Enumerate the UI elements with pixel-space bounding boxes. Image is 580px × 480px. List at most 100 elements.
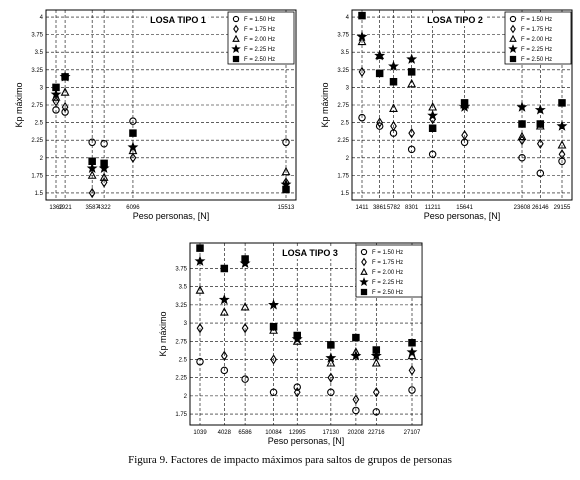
data-point	[408, 365, 416, 376]
data-point	[52, 106, 60, 114]
legend-entry: F = 1.75 Hz	[521, 27, 552, 33]
y-tick-label: 3.5	[341, 50, 350, 56]
data-point	[372, 387, 380, 398]
data-point	[100, 159, 108, 168]
data-point	[327, 388, 335, 396]
plot-frame	[351, 9, 573, 201]
legend-entry: F = 1.50 Hz	[521, 17, 552, 23]
data-point	[371, 358, 381, 367]
x-tick-label: 15513	[278, 205, 295, 211]
y-tick-label: 2.75	[31, 103, 43, 109]
data-point	[241, 255, 249, 263]
data-point	[60, 87, 70, 96]
data-point	[516, 101, 528, 112]
x-tick-label: 1411	[356, 205, 370, 211]
data-point	[376, 117, 384, 128]
data-point	[518, 135, 526, 146]
data-point	[358, 113, 366, 122]
data-point	[218, 294, 230, 305]
plot-frame	[45, 9, 297, 201]
data-point	[408, 338, 416, 347]
data-point	[240, 302, 250, 311]
legend-marker	[232, 34, 240, 42]
y-tick-label: 2.75	[337, 103, 349, 109]
data-point	[61, 73, 69, 81]
series-3	[195, 285, 417, 367]
x-tick-label: 5782	[387, 205, 401, 211]
data-point	[196, 357, 204, 366]
y-tick-label: 2.25	[175, 376, 187, 382]
data-point	[534, 104, 546, 115]
x-tick-label: 26146	[532, 205, 549, 211]
data-point	[196, 244, 204, 252]
x-tick-label: 4322	[97, 205, 111, 211]
data-point	[352, 406, 360, 415]
data-point	[326, 358, 336, 367]
data-point	[408, 127, 416, 139]
x-tick-label: 23608	[514, 205, 531, 211]
x-tick-label: 15641	[456, 205, 473, 211]
x-tick-label: 29155	[554, 205, 571, 211]
y-tick-label: 3.75	[175, 266, 187, 272]
y-tick-label: 2	[346, 156, 350, 162]
data-point	[407, 145, 416, 154]
legend-marker	[509, 34, 517, 42]
series-2	[358, 66, 566, 160]
legend-entry: F = 1.50 Hz	[244, 17, 275, 23]
data-point	[87, 170, 97, 179]
chart-title: LOSA TIPO 3	[282, 248, 338, 258]
legend-marker	[232, 15, 240, 23]
x-tick-label: 27107	[404, 430, 421, 436]
data-point	[358, 11, 366, 20]
data-point	[129, 152, 137, 163]
x-tick-label: 4028	[218, 430, 232, 436]
data-point	[390, 120, 397, 132]
legend-entry: F = 2.50 Hz	[521, 57, 552, 63]
data-point	[269, 388, 278, 396]
y-axis-label: Kp máximo	[320, 82, 330, 127]
series-5	[358, 11, 566, 132]
y-tick-label: 3.25	[175, 303, 187, 309]
legend-marker	[233, 24, 239, 34]
data-point	[325, 352, 337, 363]
data-point	[268, 299, 280, 310]
x-tick-label: 3587	[85, 205, 99, 211]
chart-panel-2: 1.5 1.75 2 2.25 2.5 2.75 3 3.25 3.5 3.75 4 1411 3861…	[320, 9, 573, 221]
data-point	[269, 322, 278, 331]
chart-title-box	[424, 14, 486, 26]
data-point	[428, 124, 437, 132]
data-point	[99, 172, 109, 181]
x-tick-label: 6096	[126, 205, 140, 211]
chart-panel-3: 1.75 2 2.25 2.5 2.75 3 3.25 3.5 3.75 1039 4028 6586…	[158, 242, 423, 446]
data-point	[127, 141, 139, 152]
x-axis-label: Peso personas, [N]	[133, 211, 210, 221]
legend-entry: F = 2.25 Hz	[521, 47, 552, 53]
x-tick-label: 3861	[373, 205, 387, 211]
legend-entry: F = 2.00 Hz	[372, 270, 403, 276]
legend-entry: F = 1.50 Hz	[372, 250, 403, 256]
x-tick-label: 12995	[289, 430, 306, 436]
y-tick-label: 2.5	[35, 121, 44, 127]
y-tick-label: 3.25	[337, 68, 349, 74]
series-5	[52, 73, 290, 194]
series-2	[52, 96, 290, 199]
legend-marker	[359, 277, 369, 286]
data-point	[388, 60, 399, 71]
y-tick-label: 2.25	[337, 138, 349, 144]
data-point	[407, 68, 416, 76]
data-point	[518, 154, 526, 162]
data-point	[281, 166, 291, 176]
data-point	[220, 366, 229, 375]
data-point	[389, 103, 398, 112]
data-point	[282, 138, 290, 147]
legend-marker	[510, 24, 516, 34]
data-point	[375, 69, 384, 78]
y-tick-label: 2.5	[179, 357, 188, 363]
data-point	[86, 162, 98, 173]
legend-entry: F = 1.75 Hz	[372, 260, 403, 266]
y-tick-label: 2.75	[175, 339, 187, 345]
chart-title-box	[279, 247, 341, 259]
legend-marker	[361, 257, 367, 267]
data-point	[406, 346, 418, 357]
y-tick-label: 4	[40, 15, 44, 21]
